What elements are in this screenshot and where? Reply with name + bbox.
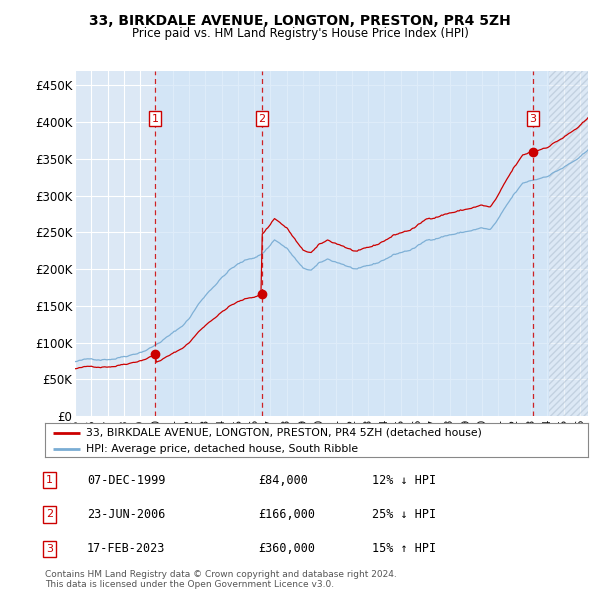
Text: 3: 3 bbox=[530, 113, 536, 123]
Text: 15% ↑ HPI: 15% ↑ HPI bbox=[372, 542, 436, 555]
Text: 33, BIRKDALE AVENUE, LONGTON, PRESTON, PR4 5ZH (detached house): 33, BIRKDALE AVENUE, LONGTON, PRESTON, P… bbox=[86, 428, 482, 438]
Text: 17-FEB-2023: 17-FEB-2023 bbox=[87, 542, 166, 555]
Text: £84,000: £84,000 bbox=[258, 474, 308, 487]
Text: HPI: Average price, detached house, South Ribble: HPI: Average price, detached house, Sout… bbox=[86, 444, 358, 454]
Text: 25% ↓ HPI: 25% ↓ HPI bbox=[372, 508, 436, 521]
Text: £360,000: £360,000 bbox=[258, 542, 315, 555]
Text: 1: 1 bbox=[152, 113, 158, 123]
Text: 33, BIRKDALE AVENUE, LONGTON, PRESTON, PR4 5ZH: 33, BIRKDALE AVENUE, LONGTON, PRESTON, P… bbox=[89, 14, 511, 28]
Text: This data is licensed under the Open Government Licence v3.0.: This data is licensed under the Open Gov… bbox=[45, 579, 334, 589]
Text: 12% ↓ HPI: 12% ↓ HPI bbox=[372, 474, 436, 487]
Text: 2: 2 bbox=[46, 510, 53, 519]
Text: £166,000: £166,000 bbox=[258, 508, 315, 521]
Text: 3: 3 bbox=[46, 544, 53, 553]
Bar bbox=[155, 71, 262, 416]
Text: 23-JUN-2006: 23-JUN-2006 bbox=[87, 508, 166, 521]
Bar bbox=[533, 71, 548, 416]
Text: 07-DEC-1999: 07-DEC-1999 bbox=[87, 474, 166, 487]
Text: Contains HM Land Registry data © Crown copyright and database right 2024.: Contains HM Land Registry data © Crown c… bbox=[45, 570, 397, 579]
Bar bbox=[548, 71, 588, 416]
Bar bbox=[262, 71, 533, 416]
Text: Price paid vs. HM Land Registry's House Price Index (HPI): Price paid vs. HM Land Registry's House … bbox=[131, 27, 469, 40]
Text: 1: 1 bbox=[46, 476, 53, 485]
Text: 2: 2 bbox=[259, 113, 266, 123]
